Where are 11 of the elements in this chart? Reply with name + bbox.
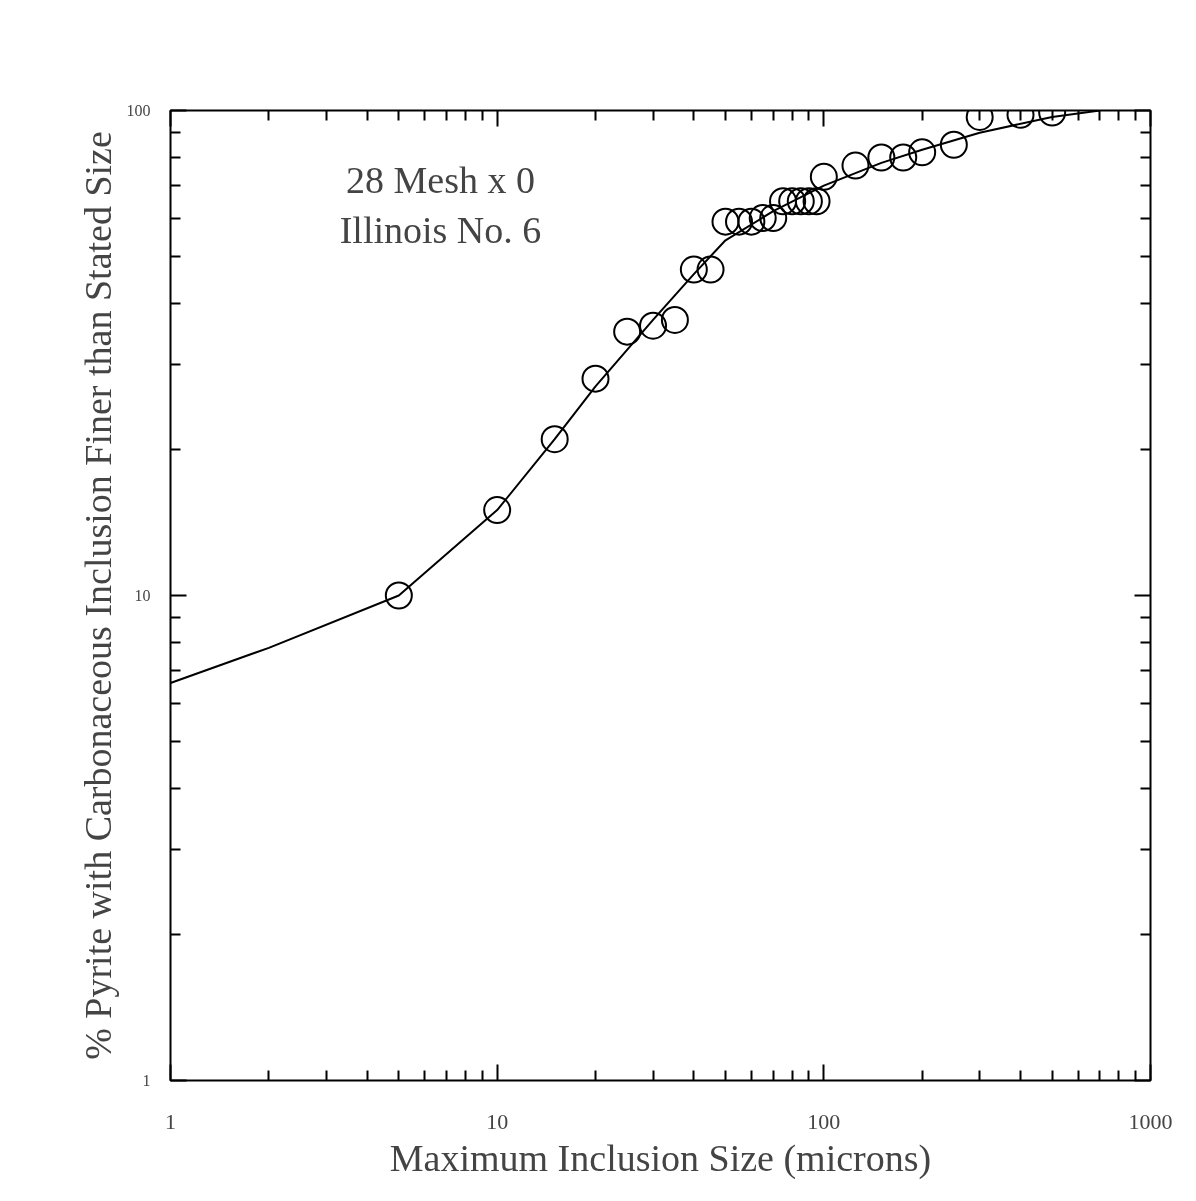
x-axis-title: Maximum Inclusion Size (microns) [389,1136,932,1180]
x-tick-label: 10 [486,1108,509,1134]
annotation: 28 Mesh x 0 [346,158,535,201]
annotation: Illinois No. 6 [339,208,542,251]
x-tick-label: 1000 [1128,1108,1173,1134]
y-tick-label: 1 [142,1072,151,1089]
x-tick-label: 1 [165,1108,176,1134]
y-tick-label: 100 [126,102,151,119]
y-axis-title: % Pyrite with Carbonaceous Inclusion Finer than Stated Size [76,131,119,1060]
x-tick-label: 100 [807,1108,841,1134]
y-tick-label: 10 [134,587,151,604]
